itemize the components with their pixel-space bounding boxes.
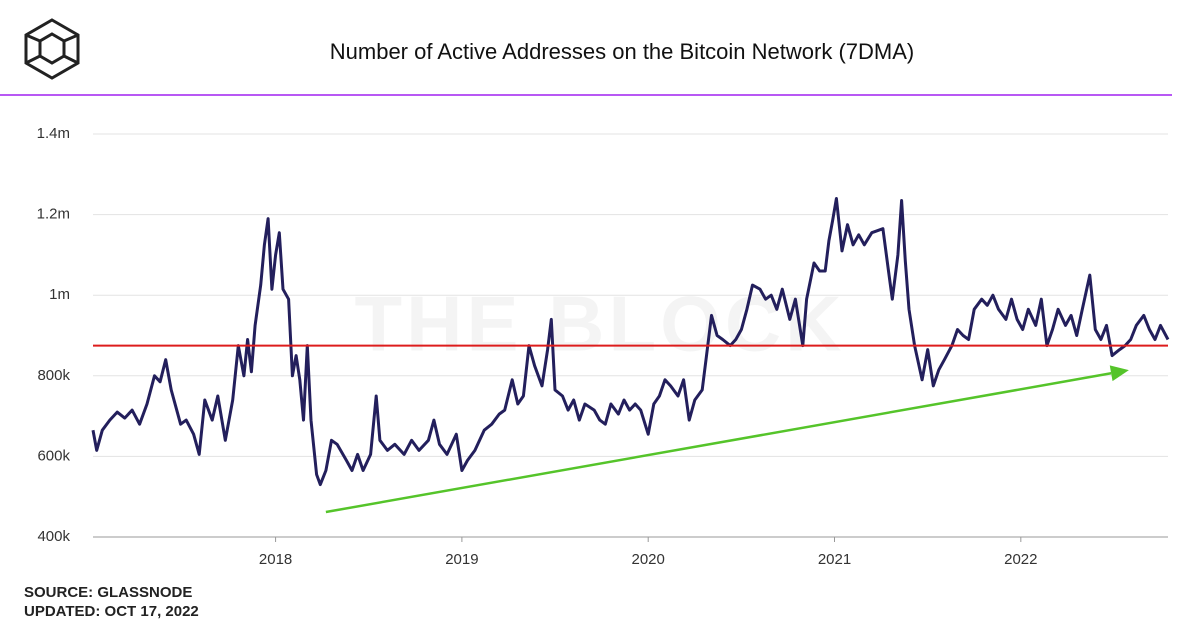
- y-tick-label: 800k: [37, 367, 70, 384]
- y-tick-label: 1.2m: [37, 206, 70, 223]
- updated-note: UPDATED: OCT 17, 2022: [24, 603, 199, 620]
- trend-arrow-head: [1109, 365, 1129, 382]
- x-tick-label: 2018: [259, 551, 292, 568]
- y-tick-label: 400k: [37, 528, 70, 545]
- x-tick-label: 2021: [818, 551, 851, 568]
- x-tick-label: 2019: [445, 551, 478, 568]
- x-tick-label: 2020: [632, 551, 665, 568]
- source-note: SOURCE: GLASSNODE: [24, 584, 192, 601]
- x-tick-label: 2022: [1004, 551, 1037, 568]
- y-tick-label: 1m: [49, 286, 70, 303]
- chart-title: Number of Active Addresses on the Bitcoi…: [330, 39, 914, 64]
- trend-arrow-shaft: [325, 372, 1112, 514]
- watermark: THE BLOCK: [355, 280, 846, 368]
- y-tick-label: 600k: [37, 447, 70, 464]
- y-tick-label: 1.4m: [37, 125, 70, 142]
- logo: [24, 18, 80, 80]
- series-line: [91, 197, 1170, 487]
